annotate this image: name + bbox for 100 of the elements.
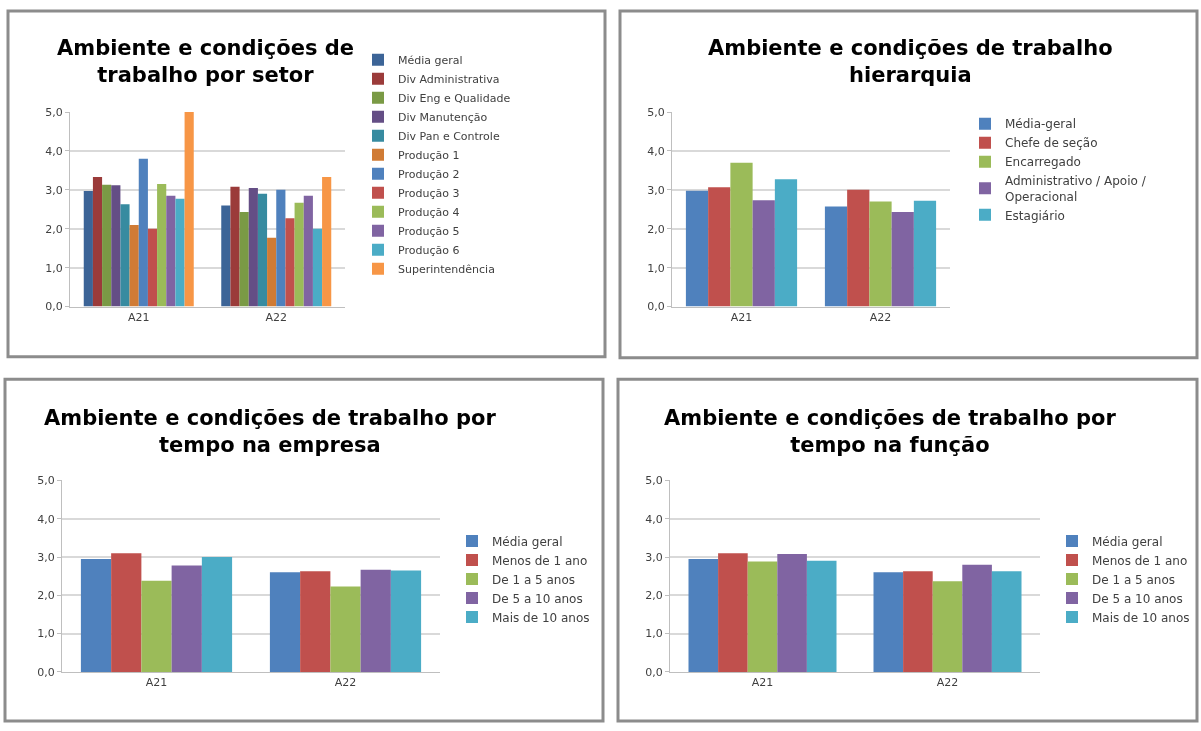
- chart-title: Ambiente e condições de trabalho por tempo na empresa: [44, 406, 497, 458]
- y-tick-label: 4,0: [645, 512, 663, 526]
- bar: [747, 561, 778, 672]
- legend-label: Div Pan e Controle: [398, 130, 500, 144]
- bar: [806, 560, 837, 672]
- y-tick-label: 2,0: [647, 222, 665, 236]
- bar: [824, 206, 848, 307]
- y-tick-label: 2,0: [37, 589, 55, 603]
- bar: [147, 228, 158, 307]
- y-tick-label: 3,0: [45, 183, 63, 197]
- x-tick-label: A22: [936, 676, 959, 690]
- legend-label: Chefe de seção: [1005, 136, 1098, 151]
- bar: [80, 558, 112, 672]
- x-tick-label: A22: [265, 310, 288, 324]
- bar: [869, 201, 892, 307]
- bar: [175, 198, 185, 307]
- legend-label: Produção 5: [398, 225, 460, 239]
- chart-title: Ambiente e condições de trabalho por setor: [57, 36, 354, 88]
- bar: [752, 200, 775, 307]
- bar: [708, 187, 731, 307]
- y-tick-label: 4,0: [45, 144, 63, 158]
- bar: [166, 195, 176, 307]
- y-tick-label: 0,0: [647, 300, 665, 314]
- bar: [390, 570, 422, 672]
- legend-label: Menos de 1 ano: [1092, 553, 1188, 568]
- bar: [718, 553, 748, 672]
- bar: [257, 193, 268, 307]
- legend-label: Média geral: [492, 534, 563, 549]
- bar: [774, 179, 798, 307]
- bar: [92, 177, 103, 307]
- legend-label: Menos de 1 ano: [492, 553, 588, 568]
- legend-label: De 5 a 10 anos: [1092, 591, 1183, 606]
- y-tick-label: 5,0: [45, 105, 63, 119]
- bar: [777, 553, 807, 672]
- bar: [962, 564, 992, 672]
- bar: [102, 184, 112, 307]
- bar: [685, 190, 709, 307]
- chart-title: Ambiente e condições de trabalho hierarquia: [708, 36, 1113, 88]
- bar: [157, 184, 167, 307]
- bar: [171, 565, 202, 672]
- y-tick-label: 1,0: [45, 261, 63, 275]
- bar: [83, 191, 93, 307]
- y-tick-label: 1,0: [647, 261, 665, 275]
- legend-label: Estagiário: [1005, 208, 1065, 223]
- legend-label: Produção 4: [398, 206, 460, 220]
- bar: [239, 212, 249, 307]
- y-tick-label: 3,0: [647, 183, 665, 197]
- x-tick-label: A21: [145, 676, 168, 690]
- bar: [269, 572, 301, 672]
- legend-label: Div Eng e Qualidade: [398, 92, 511, 106]
- y-tick-label: 5,0: [37, 474, 55, 488]
- bar: [230, 186, 240, 307]
- legend-label: Média geral: [1092, 534, 1163, 549]
- bar: [248, 187, 258, 307]
- bar: [184, 112, 194, 307]
- bar: [221, 205, 231, 307]
- y-tick-label: 5,0: [647, 105, 665, 119]
- y-tick-label: 3,0: [645, 550, 663, 564]
- bar: [873, 572, 904, 672]
- x-tick-label: A21: [751, 676, 774, 690]
- bar: [330, 586, 361, 672]
- bar: [285, 218, 295, 307]
- bar: [322, 177, 332, 307]
- x-tick-label: A22: [334, 676, 357, 690]
- y-tick-label: 0,0: [45, 300, 63, 314]
- bar: [129, 224, 139, 307]
- bar: [312, 228, 323, 307]
- y-tick-label: 3,0: [37, 550, 55, 564]
- legend-label: Div Administrativa: [398, 73, 500, 87]
- bar: [688, 558, 719, 672]
- legend-label: Div Manutenção: [398, 111, 488, 125]
- y-tick-label: 1,0: [37, 627, 55, 641]
- y-tick-label: 0,0: [37, 665, 55, 679]
- legend-label: Produção 2: [398, 168, 460, 182]
- legend-label: Produção 6: [398, 244, 460, 258]
- bar: [294, 202, 304, 307]
- bar: [360, 569, 391, 672]
- bar: [847, 189, 870, 307]
- bar: [891, 212, 914, 307]
- bar: [913, 200, 937, 307]
- y-tick-label: 2,0: [45, 222, 63, 236]
- x-tick-label: A21: [127, 310, 150, 324]
- y-tick-label: 0,0: [645, 665, 663, 679]
- y-tick-label: 2,0: [645, 589, 663, 603]
- legend-label: Mais de 10 anos: [492, 610, 590, 625]
- bar: [932, 581, 963, 672]
- x-tick-label: A22: [869, 310, 892, 324]
- chart-title: Ambiente e condições de trabalho por tempo na função: [664, 406, 1117, 458]
- y-tick-label: 4,0: [37, 512, 55, 526]
- legend-label: De 1 a 5 anos: [1092, 572, 1176, 587]
- legend-label: Administrativo / Apoio / Operacional: [1005, 174, 1147, 204]
- bar: [120, 204, 130, 307]
- legend-label: Produção 3: [398, 187, 460, 201]
- legend-label: Média geral: [398, 54, 463, 68]
- legend-label: Média-geral: [1005, 117, 1076, 132]
- legend-label: Encarregado: [1005, 155, 1081, 170]
- bar: [303, 195, 313, 307]
- bar: [111, 553, 142, 672]
- bar: [903, 571, 933, 672]
- bar: [267, 237, 277, 307]
